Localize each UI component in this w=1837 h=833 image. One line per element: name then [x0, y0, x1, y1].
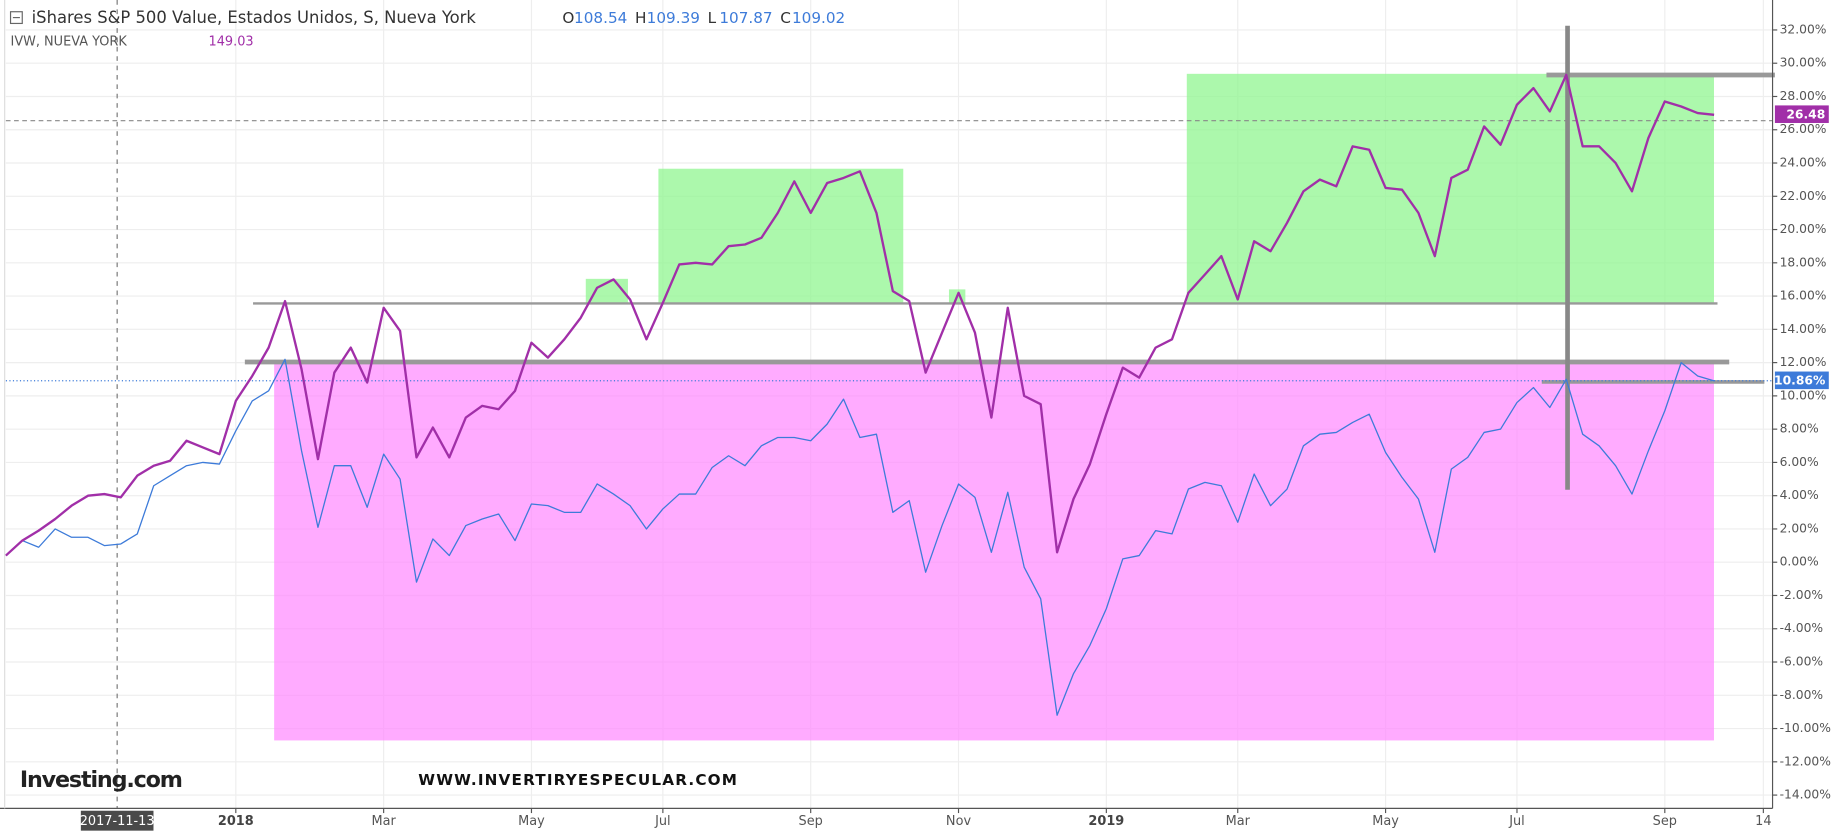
ohlc-key: L: [708, 9, 717, 27]
last-value-badge: [1774, 371, 1829, 390]
x-tick-label: Jul: [1508, 814, 1525, 829]
last-value-badge: [1774, 105, 1829, 123]
ohlc-value: 108.54: [574, 9, 627, 27]
plot: [5, 73, 1715, 716]
y-tick-label: 2.00%: [1780, 521, 1819, 535]
y-tick-label: -2.00%: [1780, 588, 1824, 602]
ohlc-key: H: [635, 9, 646, 27]
y-tick-label: 16.00%: [1780, 289, 1827, 303]
collapse-icon[interactable]: [9, 11, 23, 25]
y-tick-label: -14.00%: [1780, 788, 1831, 802]
y-tick-label: 12.00%: [1780, 355, 1827, 369]
chart-title: iShares S&P 500 Value, Estados Unidos, S…: [32, 8, 477, 27]
x-tick-label: Mar: [371, 814, 396, 829]
y-tick-label: -6.00%: [1780, 655, 1824, 669]
last-value-label: 10.86%: [1774, 373, 1825, 387]
pink-zone: [274, 363, 1714, 741]
y-tick-label: -8.00%: [1780, 688, 1824, 702]
y-tick-label: 4.00%: [1780, 488, 1819, 502]
y-tick-label: -12.00%: [1780, 754, 1831, 768]
series-price: 149.03: [209, 35, 254, 50]
watermark: Investing.com: [20, 767, 182, 793]
y-tick-label: 18.00%: [1780, 255, 1827, 269]
y-tick-label: 24.00%: [1780, 156, 1827, 170]
y-tick-label: 8.00%: [1780, 422, 1819, 436]
x-tick-label: 2019: [1088, 814, 1124, 829]
crosshair-label-bg: [80, 810, 154, 831]
y-tick-label: 30.00%: [1780, 56, 1827, 70]
x-tick-label: May: [518, 814, 545, 829]
y-tick-label: 10.00%: [1780, 388, 1827, 402]
y-tick-label: -10.00%: [1780, 721, 1831, 735]
x-tick-label: May: [1372, 814, 1399, 829]
x-tick-label: Sep: [1653, 814, 1677, 829]
ohlc-key: O: [562, 9, 574, 27]
ohlc-key: C: [780, 9, 791, 27]
y-tick-label: 32.00%: [1780, 22, 1827, 36]
ohlc-value: 109.02: [792, 9, 845, 27]
x-tick-label: Sep: [799, 814, 823, 829]
site-watermark: WWW.INVERTIRYESPECULAR.COM: [418, 771, 738, 789]
x-tick-label: Nov: [946, 814, 972, 829]
y-tick-label: 14.00%: [1780, 322, 1827, 336]
x-tick-label: Jul: [654, 814, 671, 829]
y-tick-label: 26.00%: [1780, 122, 1827, 136]
y-tick-label: 28.00%: [1780, 89, 1827, 103]
series-line: [5, 73, 1715, 557]
y-tick-label: 6.00%: [1780, 455, 1819, 469]
green-zone: [658, 168, 904, 304]
ohlc-value: 107.87: [719, 9, 772, 27]
y-tick-label: 20.00%: [1780, 222, 1827, 236]
x-tick-label: 14: [1755, 814, 1771, 829]
crosshair-label: 2017-11-13: [80, 814, 155, 829]
x-tick-label: 2018: [218, 814, 254, 829]
y-tick-label: 22.00%: [1780, 189, 1827, 203]
ohlc-value: 109.39: [647, 9, 700, 27]
series-line: [5, 358, 1715, 716]
x-tick-label: Mar: [1226, 814, 1251, 829]
series-legend: IVW, NUEVA YORK: [11, 35, 128, 50]
last-value-label: 26.48: [1786, 107, 1825, 121]
green-zone: [1186, 73, 1714, 304]
y-tick-label: 0.00%: [1780, 555, 1819, 569]
y-tick-label: -4.00%: [1780, 621, 1824, 635]
